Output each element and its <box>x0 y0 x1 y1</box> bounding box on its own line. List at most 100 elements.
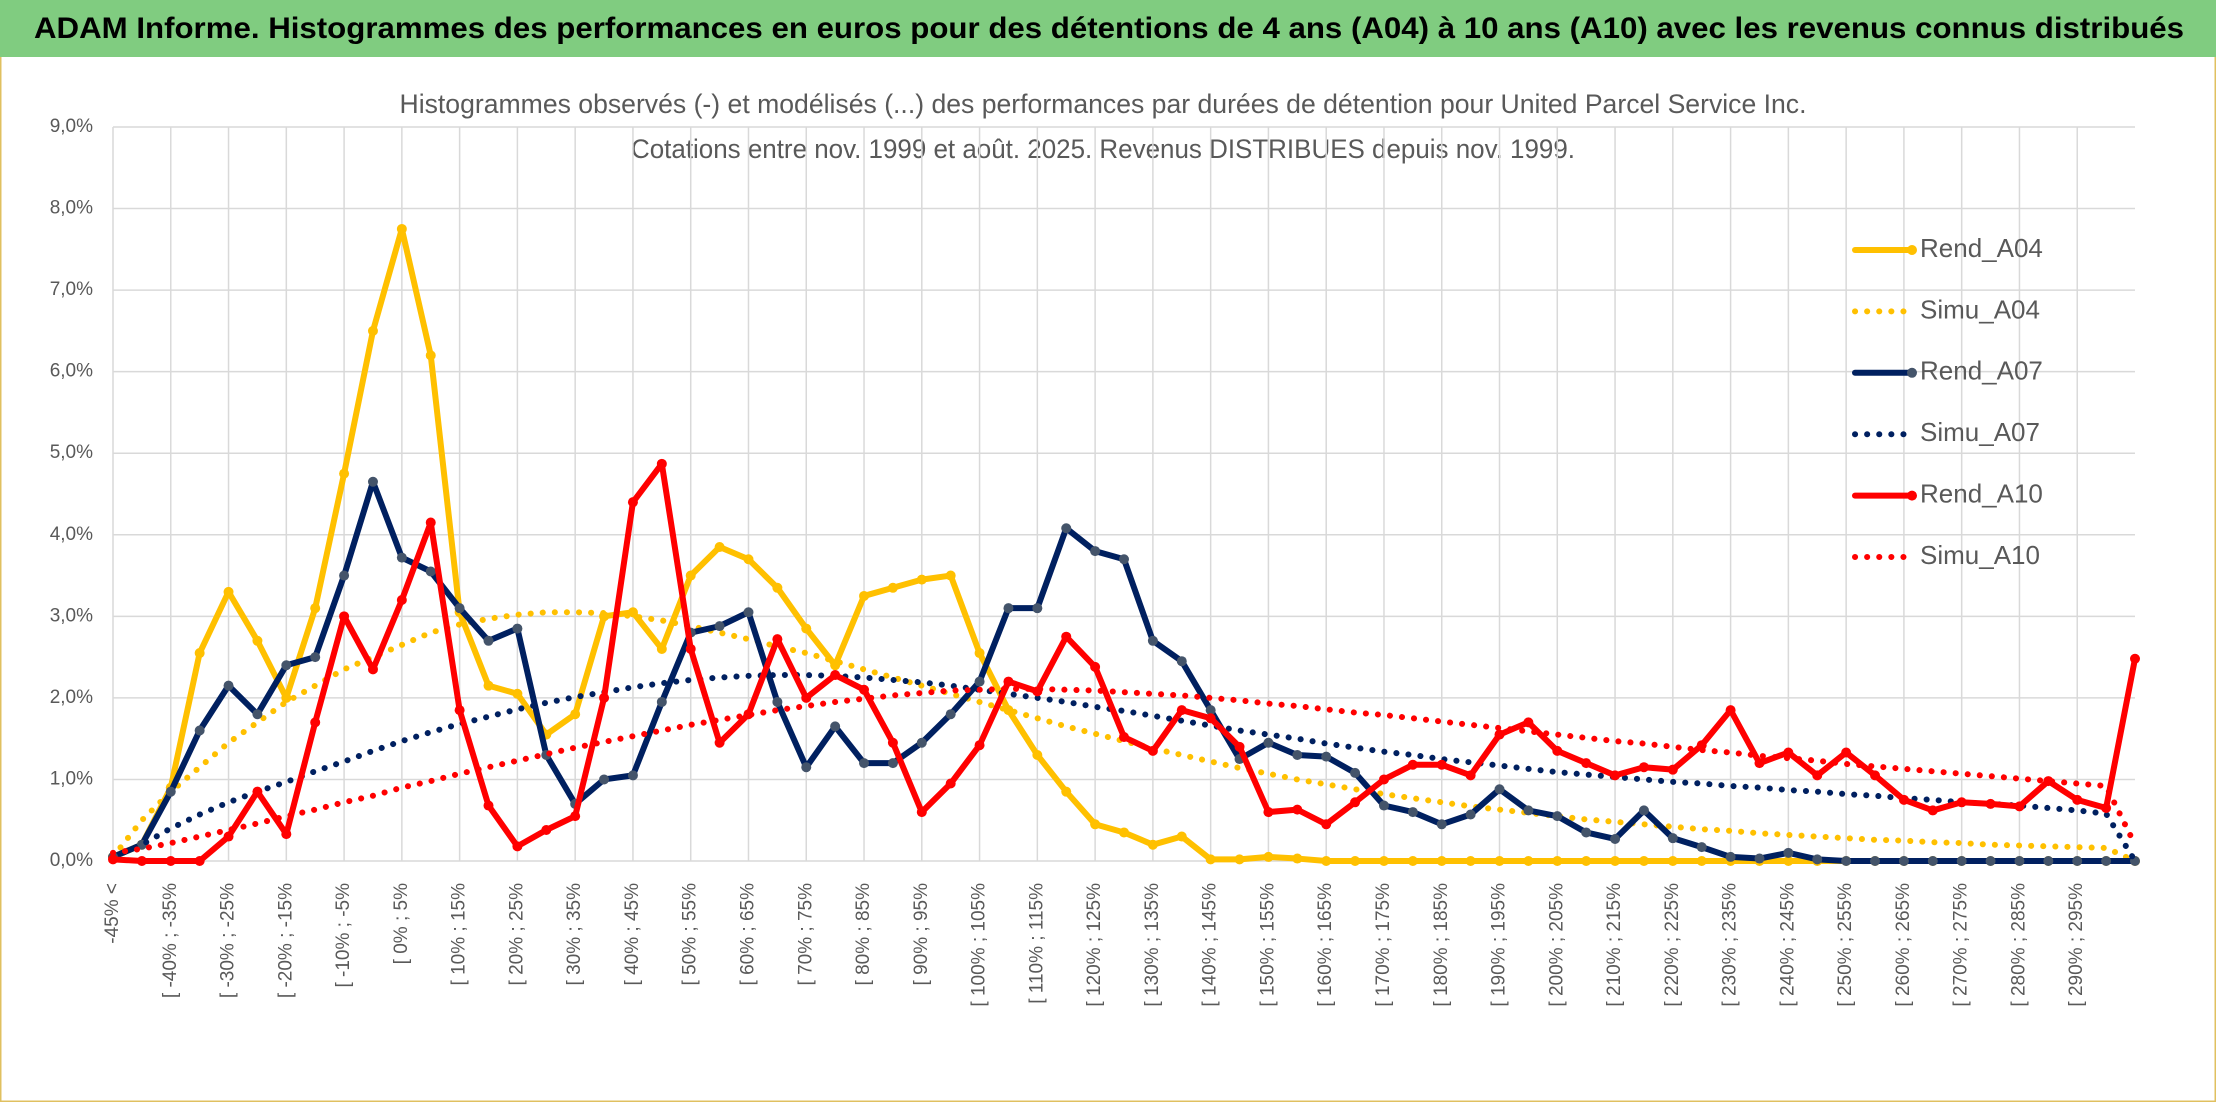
point <box>1985 798 1996 809</box>
point <box>830 670 841 681</box>
point <box>974 740 985 751</box>
point <box>1321 751 1332 762</box>
point <box>1581 856 1592 866</box>
point <box>1667 856 1678 866</box>
point <box>454 603 465 614</box>
point <box>772 696 783 707</box>
point <box>887 582 898 593</box>
x-tick-label: [ 10% ; 15% <box>449 883 470 986</box>
point <box>1610 833 1621 844</box>
point <box>1494 784 1505 795</box>
point <box>1378 856 1389 866</box>
point <box>454 705 465 716</box>
point <box>859 758 870 769</box>
point <box>570 811 581 822</box>
point <box>1610 856 1621 866</box>
point <box>1032 749 1043 760</box>
x-tick-label: [ 270% ; 275% <box>1951 883 1972 1007</box>
point <box>1552 745 1563 756</box>
x-tick-label: [ -30% ; -25% <box>218 883 239 998</box>
x-tick-label: [ 230% ; 235% <box>1720 883 1741 1007</box>
point <box>1061 786 1072 797</box>
point <box>627 607 638 618</box>
x-tick-label: [ 90% ; 95% <box>911 883 932 986</box>
point <box>1407 807 1418 818</box>
point <box>367 664 378 675</box>
point <box>1581 758 1592 769</box>
x-tick-label: [ 160% ; 165% <box>1315 883 1336 1007</box>
point <box>2130 653 2140 664</box>
point <box>339 611 350 622</box>
x-tick-label: [ 200% ; 205% <box>1546 883 1567 1007</box>
x-tick-label: [ 280% ; 285% <box>2008 883 2029 1007</box>
point <box>108 854 118 865</box>
point <box>2072 856 2083 866</box>
x-tick-label: [ 210% ; 215% <box>1604 883 1625 1007</box>
point <box>685 570 696 581</box>
point <box>1321 856 1332 866</box>
point <box>396 552 407 563</box>
point <box>1263 807 1274 818</box>
y-tick-label: 3,0% <box>50 605 93 626</box>
point <box>1407 759 1418 770</box>
x-tick-label: -45% < <box>102 883 123 944</box>
point <box>1465 856 1476 866</box>
point <box>1176 656 1187 667</box>
point <box>974 648 985 659</box>
x-tick-label: [ 250% ; 255% <box>1835 883 1856 1007</box>
point <box>772 634 783 645</box>
point <box>1783 847 1794 858</box>
point <box>1263 737 1274 748</box>
point <box>1552 811 1563 822</box>
chart-title: Histogrammes observés (-) et modélisés (… <box>400 89 1807 119</box>
point <box>223 680 234 691</box>
x-tick-label: [ 0% ; 5% <box>391 883 412 964</box>
point <box>1667 764 1678 775</box>
point <box>1638 805 1649 816</box>
point <box>1956 856 1967 866</box>
point <box>916 807 927 818</box>
point <box>1436 759 1447 770</box>
y-tick-label: 0,0% <box>50 850 93 871</box>
point <box>425 566 436 577</box>
x-tick-label: [ 70% ; 75% <box>795 883 816 986</box>
legend-label: Rend_A07 <box>1920 356 2043 386</box>
point <box>1812 770 1823 781</box>
point <box>194 725 205 736</box>
point <box>1465 809 1476 820</box>
point <box>714 621 725 632</box>
legend-label: Rend_A04 <box>1920 233 2043 263</box>
point <box>1638 856 1649 866</box>
point <box>1090 819 1101 830</box>
point <box>2014 856 2025 866</box>
x-tick-label: [ 60% ; 65% <box>738 883 759 986</box>
point <box>2101 856 2112 866</box>
header-bar <box>0 0 2216 57</box>
point <box>1003 705 1014 716</box>
point <box>1581 827 1592 838</box>
point <box>1552 856 1563 866</box>
point <box>945 778 956 789</box>
point <box>1090 546 1101 557</box>
x-tick-label: [ 140% ; 145% <box>1200 883 1221 1007</box>
point <box>1292 749 1303 760</box>
model-line <box>110 672 2138 864</box>
x-tick-label: [ 100% ; 105% <box>969 883 990 1007</box>
point <box>512 623 523 634</box>
x-tick-label: [ 110% ; 115% <box>1026 883 1047 1004</box>
point <box>1610 770 1621 781</box>
point <box>743 554 754 565</box>
point <box>1119 827 1129 838</box>
point <box>1378 774 1389 785</box>
point <box>1927 856 1938 866</box>
legend-marker <box>1907 367 1917 378</box>
y-tick-label: 5,0% <box>50 442 93 463</box>
point <box>1696 842 1707 853</box>
point <box>685 643 696 654</box>
point <box>252 786 263 797</box>
point <box>887 737 898 748</box>
point <box>1176 831 1187 842</box>
point <box>772 582 783 593</box>
point <box>165 786 176 797</box>
